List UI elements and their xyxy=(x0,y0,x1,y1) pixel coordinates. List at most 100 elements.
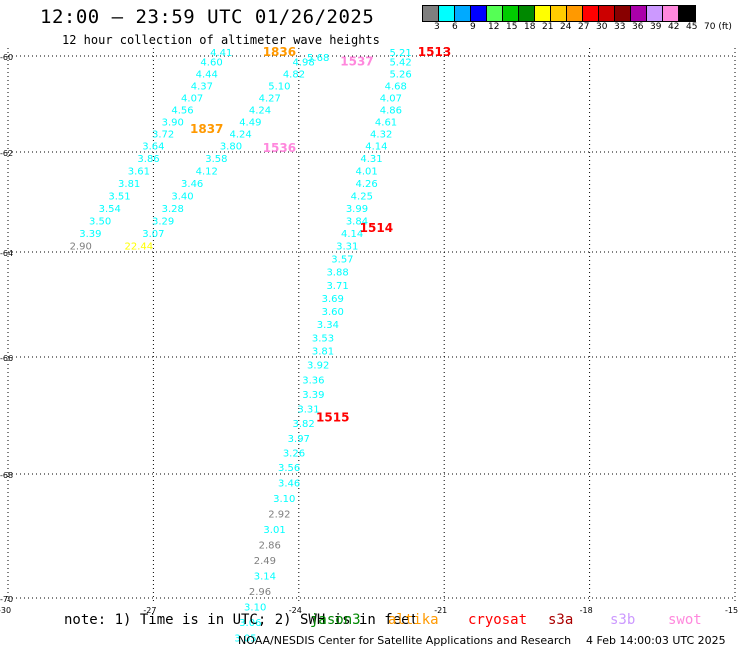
wave-height-value: 3.34 xyxy=(317,320,339,331)
wave-height-value: 4.86 xyxy=(380,106,402,117)
scale-label: 21 xyxy=(542,22,554,32)
wave-height-value: 2.90 xyxy=(70,242,92,253)
scale-swatch xyxy=(567,6,583,21)
wave-height-value: 2.86 xyxy=(259,540,281,551)
wave-height-value: 3.10 xyxy=(273,494,295,505)
wave-height-value: 3.14 xyxy=(254,571,276,582)
scale-swatch xyxy=(663,6,679,21)
wave-height-value: 2.92 xyxy=(268,509,290,520)
scale-label: 39 xyxy=(650,22,662,32)
scale-label: 3 xyxy=(434,22,440,32)
scale-swatch xyxy=(647,6,663,21)
wave-height-value: 3.06 xyxy=(239,618,261,629)
wave-height-value: 22.44 xyxy=(125,242,154,253)
wave-height-value: 3.26 xyxy=(283,448,305,459)
wave-height-value: 3.07 xyxy=(142,229,164,240)
wave-height-value: 3.40 xyxy=(171,192,193,203)
wave-height-value: 3.10 xyxy=(244,602,266,613)
wave-height-value: 3.28 xyxy=(162,204,184,215)
wave-height-value: 3.80 xyxy=(220,142,242,153)
lat-label: -66 xyxy=(0,354,13,363)
wave-height-value: 3.60 xyxy=(322,307,344,318)
lat-label: -64 xyxy=(0,249,13,258)
wave-height-value: 4.25 xyxy=(351,192,373,203)
scale-label: 42 xyxy=(668,22,680,32)
wave-height-value: 4.32 xyxy=(370,130,392,141)
wave-height-value: 3.84 xyxy=(346,217,368,228)
scale-swatch xyxy=(679,6,695,21)
wave-height-value: 5.21 xyxy=(389,48,411,59)
wave-height-value: 3.46 xyxy=(278,478,300,489)
wave-height-value: 4.49 xyxy=(239,118,261,129)
wave-height-value: 3.29 xyxy=(152,217,174,228)
scale-swatch xyxy=(519,6,535,21)
chart-title: 12:00 — 23:59 UTC 01/26/2025 xyxy=(40,6,375,28)
scale-swatch xyxy=(503,6,519,21)
wave-height-value: 3.69 xyxy=(322,294,344,305)
legend-altika: altika xyxy=(388,612,439,628)
color-scale-swatches xyxy=(422,5,696,22)
legend-s3b: s3b xyxy=(610,612,636,628)
wave-height-value: 3.86 xyxy=(137,154,159,165)
wave-height-value: 3.57 xyxy=(331,255,353,266)
wave-height-value: 4.68 xyxy=(385,82,407,93)
lat-label: -70 xyxy=(0,595,13,604)
lat-label: -68 xyxy=(0,471,13,480)
lon-label: -24 xyxy=(289,606,302,615)
wave-height-value: 4.26 xyxy=(356,179,378,190)
lat-label: -62 xyxy=(0,149,13,158)
scale-label: 9 xyxy=(470,22,476,32)
wave-height-value: 3.99 xyxy=(346,204,368,215)
scale-label: 33 xyxy=(614,22,626,32)
scale-label: 15 xyxy=(506,22,518,32)
scale-swatch xyxy=(455,6,471,21)
wave-height-value: 2.49 xyxy=(254,556,276,567)
scale-label: 36 xyxy=(632,22,644,32)
wave-height-value: 3.39 xyxy=(302,390,324,401)
wave-height-value: 3.88 xyxy=(326,268,348,279)
track-time-label: 1537 xyxy=(340,55,373,69)
wave-height-value: 4.82 xyxy=(283,70,305,81)
scale-swatch xyxy=(423,6,439,21)
scale-swatch xyxy=(471,6,487,21)
wave-height-value: 4.27 xyxy=(259,94,281,105)
legend-swot: swot xyxy=(668,612,702,628)
wave-height-value: 3.61 xyxy=(128,167,150,178)
scale-swatch xyxy=(487,6,503,21)
scale-swatch xyxy=(599,6,615,21)
scale-label: 18 xyxy=(524,22,536,32)
wave-height-value: 3.05 xyxy=(234,633,256,644)
scale-swatch xyxy=(583,6,599,21)
wave-height-value: 4.98 xyxy=(293,58,315,69)
wave-height-value: 3.81 xyxy=(118,179,140,190)
track-time-label: 1515 xyxy=(316,410,349,424)
wave-height-value: 3.58 xyxy=(205,154,227,165)
satellite-legend: jason3 altika cryosat s3a s3b swot xyxy=(0,612,740,632)
scale-label: 24 xyxy=(560,22,572,32)
wave-height-value: 3.31 xyxy=(336,242,358,253)
track-time-label: 1536 xyxy=(263,141,296,155)
lon-label: -21 xyxy=(434,606,447,615)
wave-height-value: 5.10 xyxy=(268,82,290,93)
wave-height-value: 3.51 xyxy=(108,192,130,203)
wave-height-value: 3.54 xyxy=(99,204,121,215)
scale-swatch xyxy=(631,6,647,21)
legend-jason3: jason3 xyxy=(310,612,361,628)
wave-height-value: 4.07 xyxy=(181,94,203,105)
scale-label: 30 xyxy=(596,22,608,32)
chart-subtitle: 12 hour collection of altimeter wave hei… xyxy=(62,33,380,47)
lon-label: -27 xyxy=(143,606,156,615)
scale-label: 70 (ft) xyxy=(704,22,732,32)
wave-height-value: 3.71 xyxy=(326,281,348,292)
track-time-label: 1837 xyxy=(190,122,223,136)
wave-height-value: 5.68 xyxy=(307,53,329,64)
footnote: note: 1) Time is in UTC; 2) SWH is in fe… xyxy=(64,612,419,628)
wave-height-value: 4.12 xyxy=(196,167,218,178)
lon-label: -30 xyxy=(0,606,11,615)
lat-label: -60 xyxy=(0,53,13,62)
wave-height-value: 3.64 xyxy=(142,142,164,153)
scale-label: 6 xyxy=(452,22,458,32)
wave-height-value: 4.60 xyxy=(200,58,222,69)
wave-height-value: 4.01 xyxy=(356,167,378,178)
wave-height-value: 4.24 xyxy=(249,106,271,117)
